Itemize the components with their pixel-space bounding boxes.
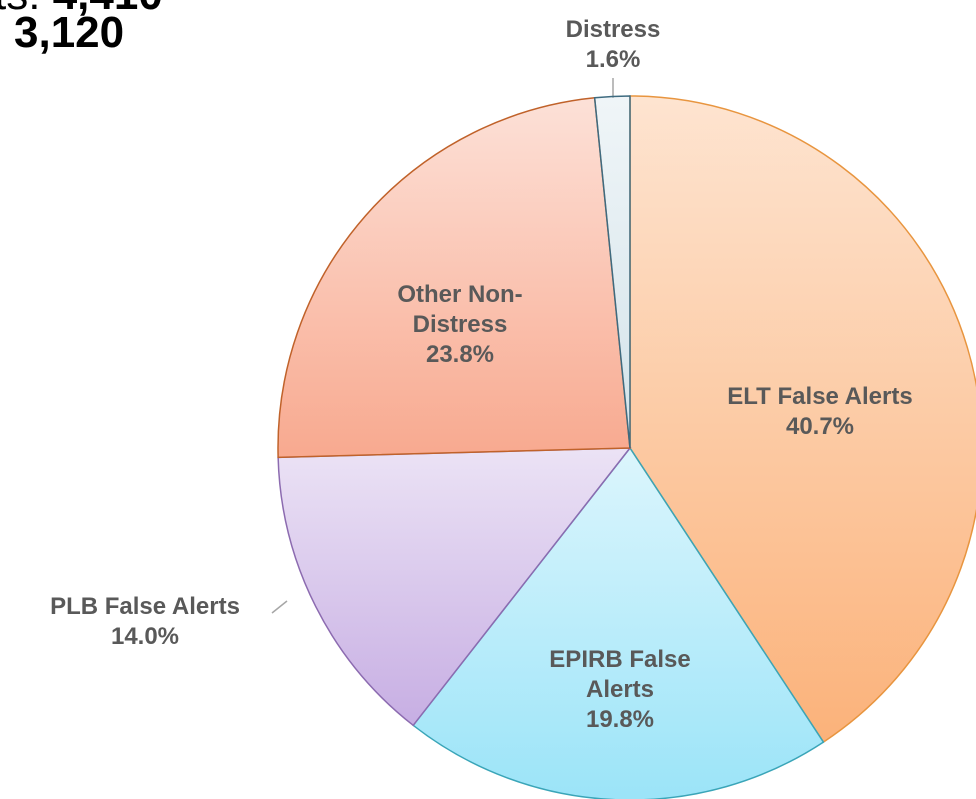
pie-slice	[593, 95, 631, 449]
annotation: 4,410	[53, 0, 163, 19]
category-label: EPIRB False Alerts	[549, 646, 691, 703]
value-label: 1.6%	[585, 46, 641, 73]
annotation: 3,120	[14, 8, 125, 57]
pie-slice	[412, 446, 825, 799]
slice-label: Distress 1.6%	[513, 15, 713, 75]
leader-line	[271, 600, 288, 614]
annotation-line: ts: 4,410	[0, 0, 163, 20]
value-label: 40.7%	[785, 413, 855, 440]
category-label: Other Non-Distress	[397, 281, 523, 338]
slice-label: PLB False Alerts 14.0%	[0, 592, 295, 652]
category-label: PLB False Alerts	[50, 593, 240, 620]
value-label: 23.8%	[425, 341, 495, 368]
slice-label: ELT False Alerts 40.7%	[670, 382, 970, 442]
slice-label: Other Non-Distress 23.8%	[360, 280, 560, 370]
value-label: 19.8%	[585, 706, 655, 733]
pie-slice	[277, 96, 631, 459]
pie-slice	[277, 447, 632, 727]
value-label: 14.0%	[110, 623, 180, 650]
slice-label: EPIRB False Alerts 19.8%	[520, 645, 720, 735]
category-label: ELT False Alerts	[727, 383, 913, 410]
pie-slice	[629, 95, 976, 744]
category-label: Distress	[565, 16, 661, 43]
annotation: ts:	[0, 0, 40, 19]
